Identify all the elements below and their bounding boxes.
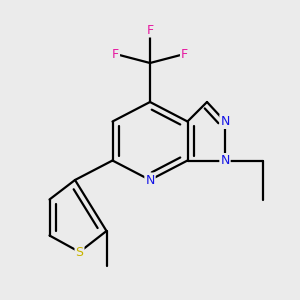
Text: F: F	[181, 47, 188, 61]
Text: N: N	[220, 115, 230, 128]
Text: F: F	[112, 47, 119, 61]
Text: N: N	[145, 173, 155, 187]
Text: N: N	[220, 154, 230, 167]
Text: S: S	[76, 245, 83, 259]
Text: F: F	[146, 23, 154, 37]
